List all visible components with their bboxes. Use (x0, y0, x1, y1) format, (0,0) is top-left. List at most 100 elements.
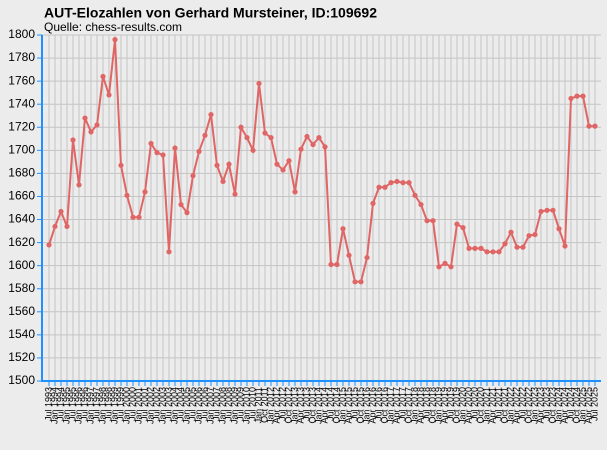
x-tick-label: Jul 2016 (373, 387, 383, 421)
data-point (160, 152, 166, 158)
data-point (82, 115, 88, 121)
x-tick-label: Jan 2022 (505, 387, 515, 424)
x-tick-label: Jan 1998 (97, 387, 107, 424)
x-tick-label: Jul 1994 (55, 387, 65, 421)
x-tick-label: Jan 2019 (433, 387, 443, 424)
x-tick-label: Jan 2001 (133, 387, 143, 424)
data-point (334, 261, 340, 268)
x-tick-label: Oct 2024 (571, 387, 581, 424)
data-point (532, 231, 538, 238)
y-tick-label: 1560 (8, 304, 35, 318)
data-point (52, 223, 58, 230)
data-point (556, 226, 562, 232)
data-point (370, 200, 376, 206)
x-tick-label: Jul 1997 (91, 387, 101, 421)
x-tick-label: Jul 2023 (541, 387, 551, 421)
x-tick-label: Jan 2011 (253, 387, 263, 423)
y-tick-label: 1700 (8, 143, 35, 157)
x-tick-label: Jan 2005 (181, 387, 191, 424)
data-point (424, 218, 430, 224)
data-point (286, 158, 292, 164)
data-point (310, 141, 316, 148)
x-tick-label: Jul 2015 (349, 387, 359, 421)
x-tick-label: Jul 2022 (517, 387, 527, 421)
x-tick-label: Oct 2017 (403, 387, 413, 424)
data-point (592, 123, 598, 129)
x-tick-label: Apr 2012 (271, 387, 281, 424)
x-tick-label: Apr 2014 (319, 387, 329, 424)
x-tick-label: Jan 1999 (109, 387, 119, 424)
x-tick-label: Jul 2020 (469, 387, 479, 421)
data-point (64, 223, 70, 230)
y-tick-label: 1620 (8, 235, 35, 249)
x-tick-label: Apr 2017 (391, 387, 401, 424)
y-tick-label: 1580 (8, 281, 35, 295)
data-point (502, 241, 508, 247)
x-tick-label: Oct 2015 (355, 387, 365, 424)
data-point (442, 260, 448, 266)
x-tick-label: Apr 2019 (439, 387, 449, 424)
x-tick-label: Oct 2012 (283, 387, 293, 424)
x-tick-label: Jan 2020 (457, 387, 467, 424)
data-point (328, 261, 334, 268)
data-point (46, 242, 52, 248)
x-tick-label: Jan 2017 (385, 387, 395, 424)
x-tick-label: Jan 2021 (481, 387, 491, 424)
data-point (376, 184, 382, 190)
x-tick-label: Jan 1996 (73, 387, 83, 424)
data-point (484, 249, 490, 255)
x-tick-label: Oct 2020 (475, 387, 485, 424)
x-tick-label: Apr 2020 (463, 387, 473, 424)
x-tick-label: Jul 2001 (139, 387, 149, 421)
data-point (208, 111, 214, 118)
data-point (340, 226, 346, 232)
y-tick-label: 1500 (8, 373, 35, 387)
data-point (58, 208, 64, 215)
x-tick-label: Apr 2025 (583, 387, 593, 424)
chart-subtitle: Quelle: chess-results.com (44, 20, 182, 34)
data-point (520, 244, 526, 250)
data-point (586, 123, 592, 129)
data-point (496, 249, 502, 255)
data-point (166, 249, 172, 255)
data-point (406, 180, 412, 186)
series-line (48, 39, 595, 283)
x-tick-label: Apr 2024 (559, 387, 569, 424)
data-point (178, 201, 184, 208)
data-point (124, 192, 130, 198)
data-point (472, 245, 478, 251)
x-tick-label: Jul 1993 (43, 387, 53, 421)
x-tick-label: Jul 2012 (277, 387, 287, 421)
data-point (190, 173, 196, 179)
x-tick-label: Jul 2004 (175, 387, 185, 421)
data-point (448, 264, 454, 270)
chart-title: AUT-Elozahlen von Gerhard Mursteiner, ID… (44, 5, 377, 21)
x-tick-label: Jan 2007 (205, 387, 215, 424)
x-tick-label: Jul 2025 (589, 387, 599, 421)
x-tick-label: Oct 2018 (427, 387, 437, 424)
x-tick-label: Jan 2004 (169, 387, 179, 424)
data-point (526, 233, 532, 239)
data-point (400, 180, 406, 186)
x-tick-label: Apr 2013 (295, 387, 305, 424)
x-tick-label: Jul 2003 (163, 387, 173, 421)
data-point (466, 245, 472, 251)
data-point (562, 243, 568, 249)
y-tick-label: 1640 (8, 212, 35, 226)
data-point (172, 145, 178, 151)
y-tick-label: 1720 (8, 119, 35, 133)
x-tick-label: Jul 2007 (211, 387, 221, 421)
data-point (118, 162, 124, 168)
x-tick-label: Jul 2014 (325, 387, 335, 421)
x-tick-label: Jul 2019 (445, 387, 455, 421)
data-point (514, 244, 520, 250)
data-point (478, 245, 484, 251)
data-point (142, 189, 148, 195)
x-tick-label: Jan 1995 (61, 387, 71, 424)
data-point (382, 184, 388, 190)
data-point (298, 146, 304, 152)
data-point (430, 218, 436, 224)
data-point (148, 140, 154, 147)
y-tick-label: 1600 (8, 258, 35, 272)
data-point (508, 229, 514, 235)
